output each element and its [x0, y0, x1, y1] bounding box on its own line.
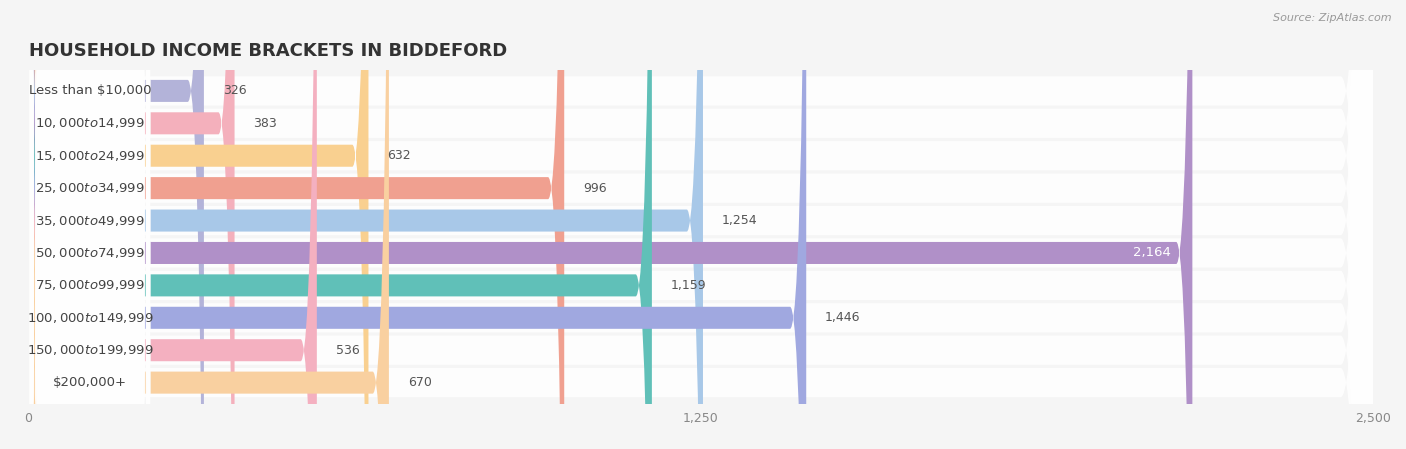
Text: $100,000 to $149,999: $100,000 to $149,999 — [27, 311, 153, 325]
FancyBboxPatch shape — [30, 0, 150, 449]
FancyBboxPatch shape — [30, 0, 150, 449]
Text: 383: 383 — [253, 117, 277, 130]
FancyBboxPatch shape — [30, 0, 150, 449]
Text: 2,164: 2,164 — [1133, 247, 1171, 260]
FancyBboxPatch shape — [28, 0, 1192, 449]
FancyBboxPatch shape — [28, 0, 389, 449]
Text: $50,000 to $74,999: $50,000 to $74,999 — [35, 246, 145, 260]
FancyBboxPatch shape — [28, 0, 652, 449]
Text: 996: 996 — [583, 182, 606, 194]
FancyBboxPatch shape — [28, 0, 1374, 449]
FancyBboxPatch shape — [28, 0, 1374, 449]
Text: 326: 326 — [222, 84, 246, 97]
FancyBboxPatch shape — [30, 0, 150, 449]
Text: HOUSEHOLD INCOME BRACKETS IN BIDDEFORD: HOUSEHOLD INCOME BRACKETS IN BIDDEFORD — [28, 42, 506, 60]
Text: 536: 536 — [336, 343, 360, 357]
FancyBboxPatch shape — [28, 0, 1374, 449]
Text: 1,159: 1,159 — [671, 279, 706, 292]
FancyBboxPatch shape — [28, 0, 1374, 449]
Text: 1,446: 1,446 — [825, 311, 860, 324]
Text: 1,254: 1,254 — [721, 214, 758, 227]
FancyBboxPatch shape — [28, 0, 1374, 449]
FancyBboxPatch shape — [28, 0, 1374, 449]
FancyBboxPatch shape — [28, 0, 204, 449]
FancyBboxPatch shape — [28, 0, 564, 449]
FancyBboxPatch shape — [30, 0, 150, 449]
FancyBboxPatch shape — [28, 0, 1374, 449]
FancyBboxPatch shape — [28, 0, 1374, 449]
Text: $10,000 to $14,999: $10,000 to $14,999 — [35, 116, 145, 130]
Text: $35,000 to $49,999: $35,000 to $49,999 — [35, 214, 145, 228]
FancyBboxPatch shape — [28, 0, 1374, 449]
FancyBboxPatch shape — [30, 0, 150, 449]
FancyBboxPatch shape — [30, 0, 150, 449]
FancyBboxPatch shape — [28, 0, 368, 449]
Text: $75,000 to $99,999: $75,000 to $99,999 — [35, 278, 145, 292]
Text: $200,000+: $200,000+ — [53, 376, 127, 389]
Text: $150,000 to $199,999: $150,000 to $199,999 — [27, 343, 153, 357]
Text: Less than $10,000: Less than $10,000 — [28, 84, 150, 97]
FancyBboxPatch shape — [28, 0, 235, 449]
Text: 670: 670 — [408, 376, 432, 389]
FancyBboxPatch shape — [30, 0, 150, 449]
FancyBboxPatch shape — [30, 0, 150, 449]
Text: Source: ZipAtlas.com: Source: ZipAtlas.com — [1274, 13, 1392, 23]
FancyBboxPatch shape — [28, 0, 806, 449]
Text: $15,000 to $24,999: $15,000 to $24,999 — [35, 149, 145, 163]
Text: $25,000 to $34,999: $25,000 to $34,999 — [35, 181, 145, 195]
FancyBboxPatch shape — [28, 0, 316, 449]
Text: 632: 632 — [387, 149, 411, 162]
FancyBboxPatch shape — [30, 0, 150, 449]
FancyBboxPatch shape — [28, 0, 703, 449]
FancyBboxPatch shape — [28, 0, 1374, 449]
